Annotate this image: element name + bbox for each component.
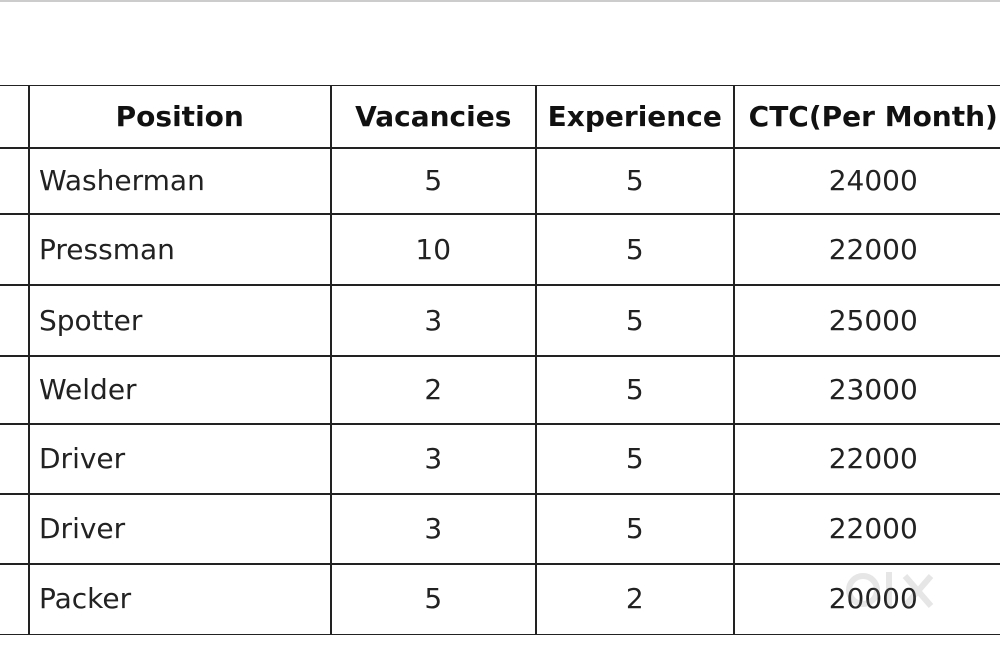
cell: 22000 <box>733 493 1000 565</box>
cell: 20000 <box>733 563 1000 635</box>
cell: 25000 <box>733 284 1000 357</box>
cell <box>0 147 30 215</box>
cell: 5 <box>330 147 537 215</box>
cell: 3 <box>330 493 537 565</box>
cell <box>0 493 30 565</box>
cell: Washerman <box>28 147 332 215</box>
cell: 5 <box>535 423 735 495</box>
cell: 5 <box>535 147 735 215</box>
cell <box>0 213 30 286</box>
cell: 5 <box>535 493 735 565</box>
cell: 2 <box>535 563 735 635</box>
cell: 10 <box>330 213 537 286</box>
header-cell: Experience <box>535 85 735 149</box>
cell: Spotter <box>28 284 332 357</box>
header-cell: Position <box>28 85 332 149</box>
cell: 3 <box>330 423 537 495</box>
cell: Welder <box>28 355 332 425</box>
cell: 22000 <box>733 213 1000 286</box>
cell: 24000 <box>733 147 1000 215</box>
cell <box>0 85 30 149</box>
cell: 3 <box>330 284 537 357</box>
cell: Driver <box>28 423 332 495</box>
header-cell: Vacancies <box>330 85 537 149</box>
cell: 2 <box>330 355 537 425</box>
cell: 22000 <box>733 423 1000 495</box>
cell <box>0 355 30 425</box>
cell: Pressman <box>28 213 332 286</box>
cell <box>0 284 30 357</box>
cell: 5 <box>330 563 537 635</box>
cell: Driver <box>28 493 332 565</box>
cell: 5 <box>535 213 735 286</box>
cell <box>0 423 30 495</box>
cell: 5 <box>535 355 735 425</box>
cell <box>0 563 30 635</box>
cell: Packer <box>28 563 332 635</box>
header-cell: CTC(Per Month) <box>733 85 1000 149</box>
cell: 23000 <box>733 355 1000 425</box>
top-rule <box>0 0 1000 2</box>
watermark-logo <box>846 572 934 608</box>
cell: 5 <box>535 284 735 357</box>
